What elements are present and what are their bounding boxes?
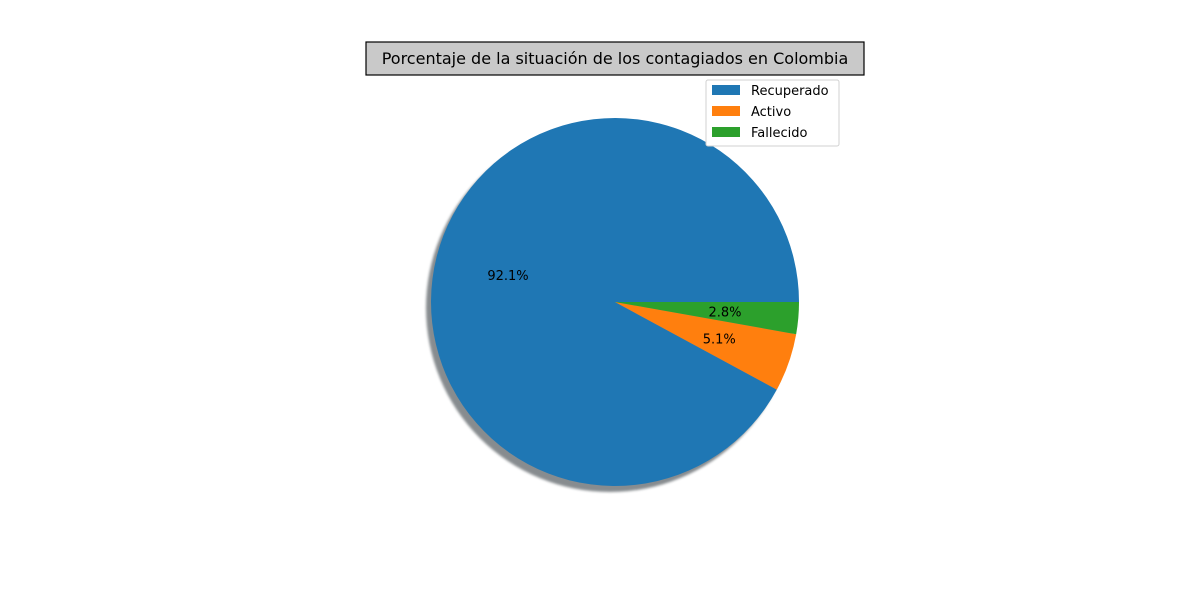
pie-slice-activo <box>615 302 797 390</box>
legend-swatch-recuperado <box>712 85 740 95</box>
pie-slice-recuperado <box>431 118 799 487</box>
legend-swatch-fallecido <box>712 127 740 137</box>
legend-label-recuperado: Recuperado <box>751 84 829 99</box>
pie-percent-label-activo: 5.1% <box>703 332 736 347</box>
pie-slices <box>431 118 800 487</box>
pie-percent-labels: 92.1% 5.1% 2.8% <box>487 269 741 348</box>
legend-label-activo: Activo <box>751 105 791 120</box>
pie-slice-fallecido <box>615 302 800 335</box>
legend: Recuperado Activo Fallecido <box>705 79 840 147</box>
pie-percent-label-recuperado: 92.1% <box>487 269 528 284</box>
pie-percent-label-fallecido: 2.8% <box>708 306 741 321</box>
legend-label-fallecido: Fallecido <box>751 126 807 141</box>
chart-title: Porcentaje de la situación de los contag… <box>382 49 849 68</box>
legend-swatch-activo <box>712 106 740 116</box>
chart-title-box: Porcentaje de la situación de los contag… <box>365 41 865 76</box>
